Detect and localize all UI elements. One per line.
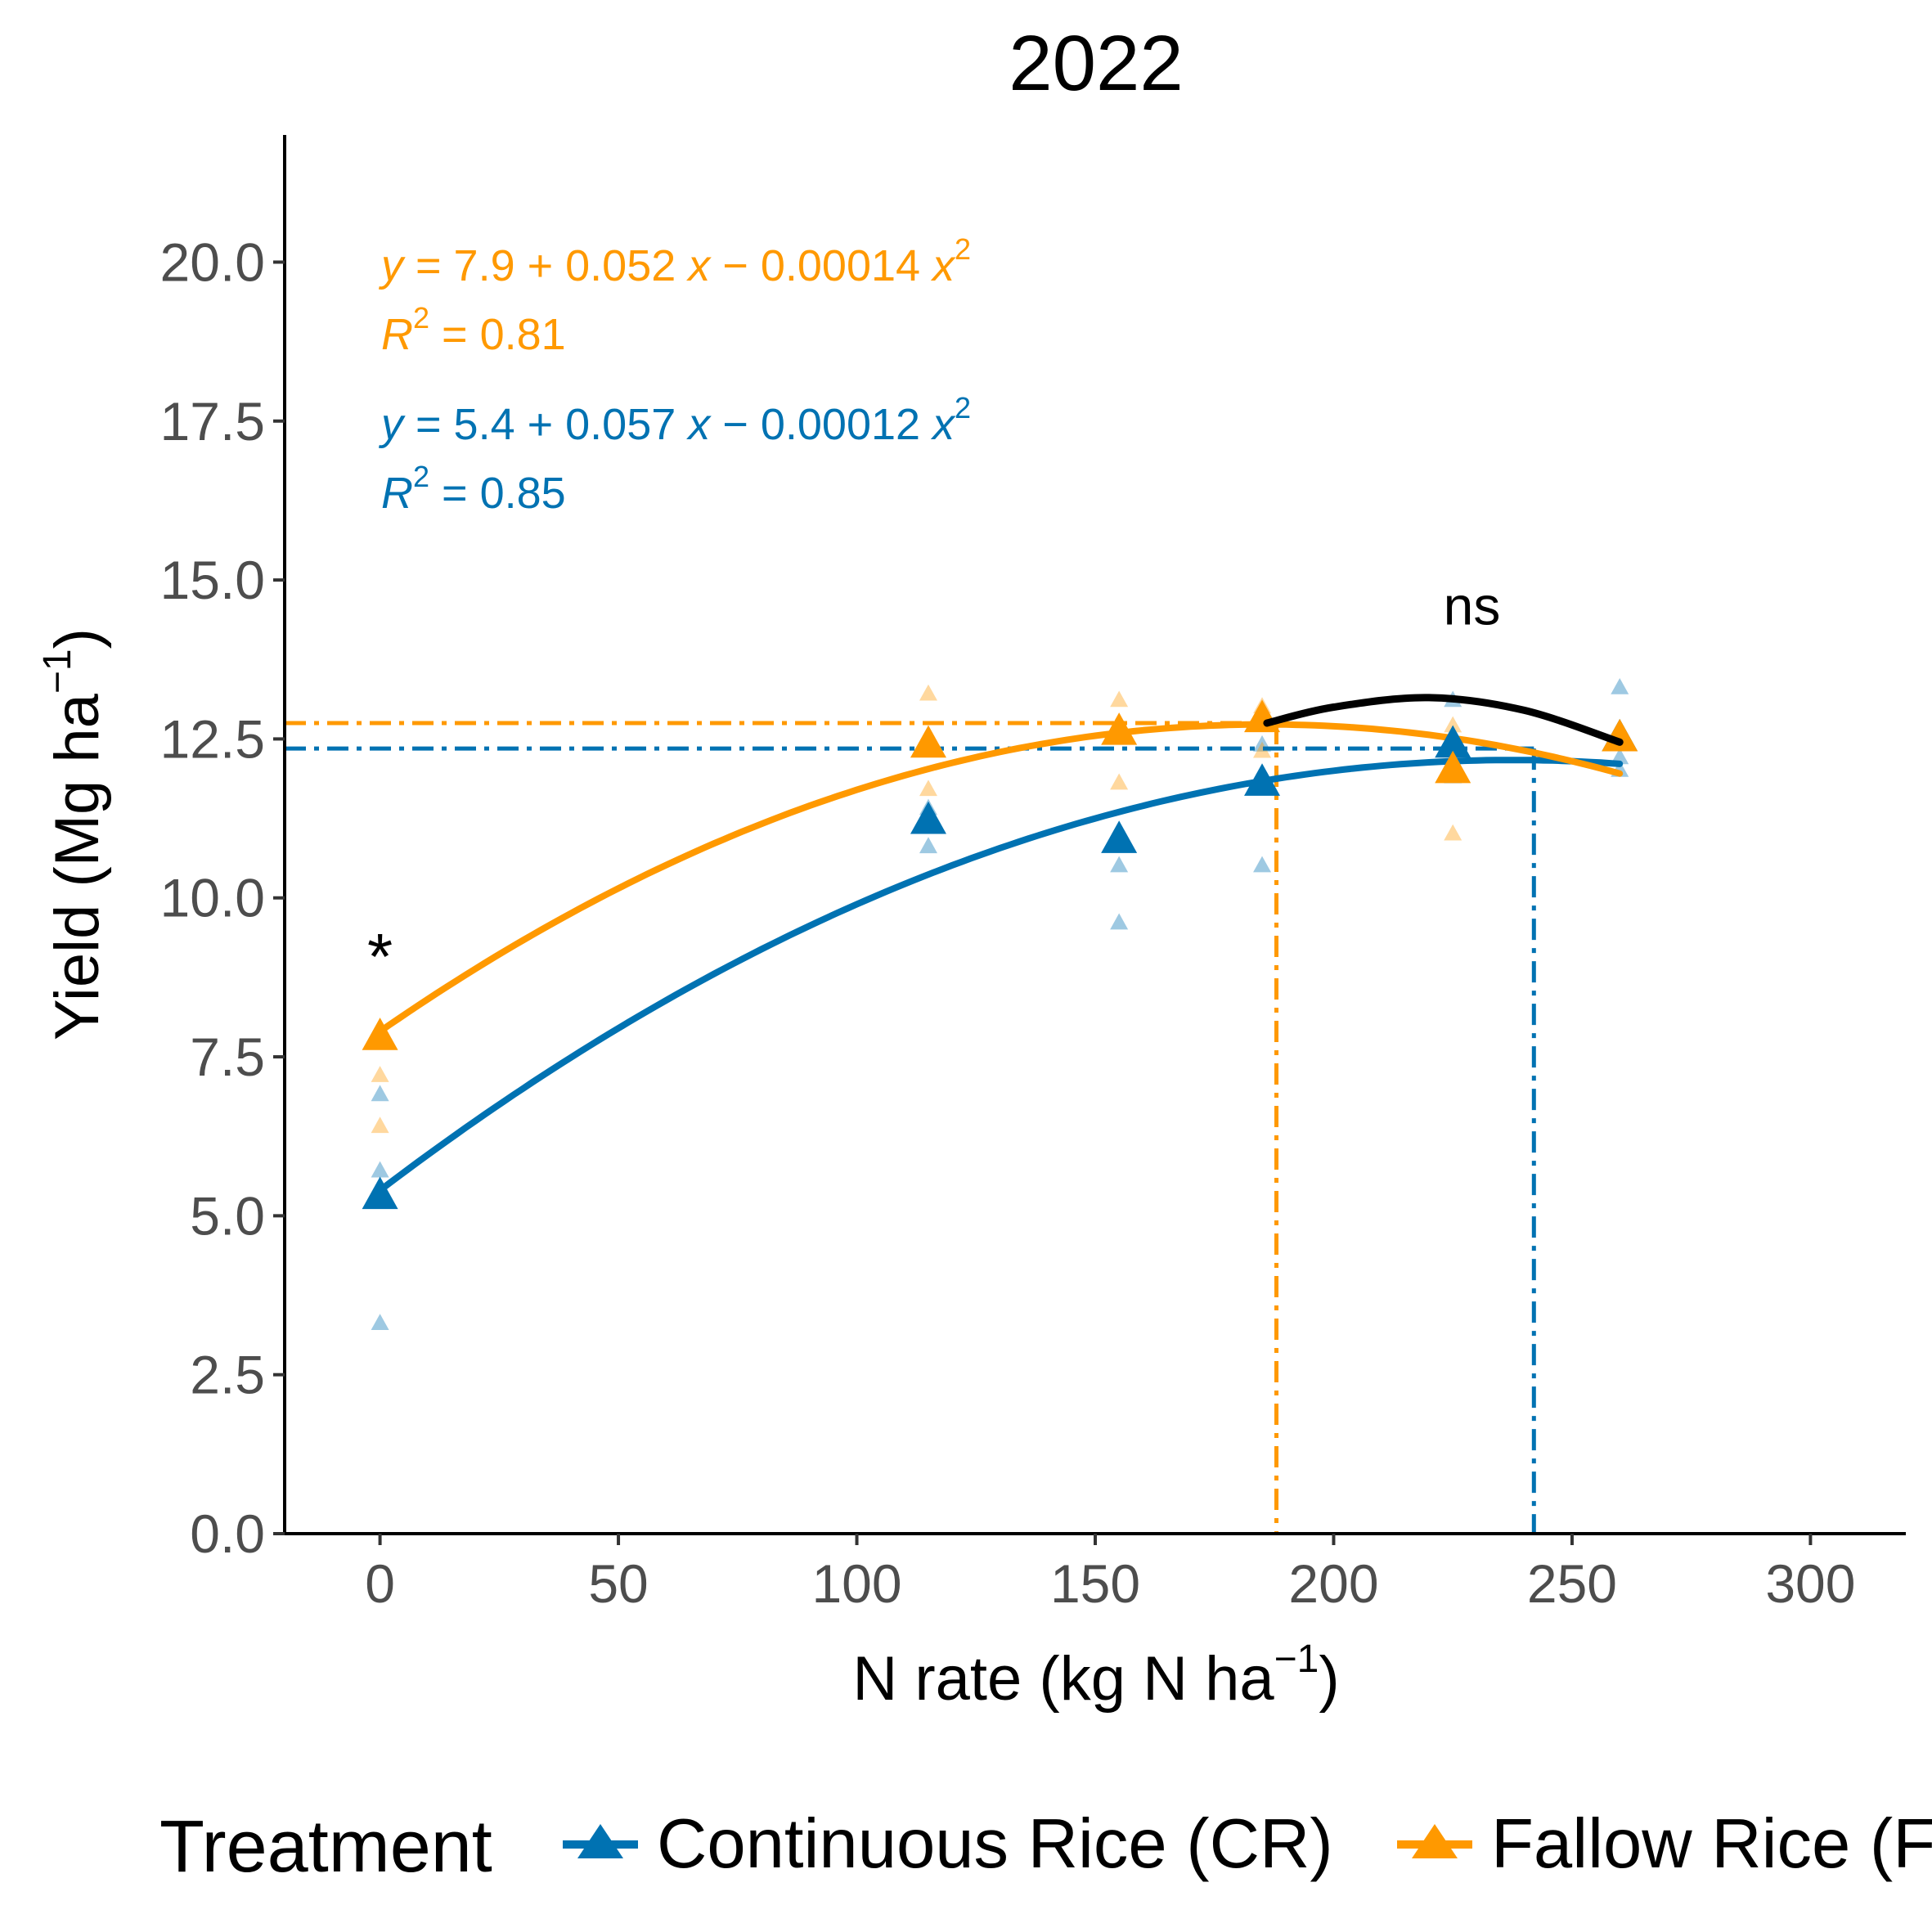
- mean-point-fr: [1244, 699, 1281, 733]
- mean-point-fr: [910, 725, 946, 758]
- equation-fr-text: y = 7.9 + 0.052 x − 0.00014 x2: [378, 232, 971, 290]
- legend-title: Treatment: [160, 1806, 492, 1888]
- mean-point-cr: [1101, 820, 1138, 853]
- replicate-point-cr: [371, 1314, 389, 1331]
- replicate-point-fr: [1110, 690, 1129, 708]
- replicate-point-cr: [1110, 856, 1129, 873]
- mean-point-cr: [1244, 763, 1281, 796]
- x-tick-label: 200: [1288, 1553, 1378, 1614]
- legend: Treatment Continuous Rice (CR) Fallow Ri…: [160, 1805, 1932, 1888]
- mean-point-cr: [910, 801, 946, 834]
- y-tick-label: 2.5: [190, 1345, 265, 1405]
- replicate-point-cr: [1110, 913, 1129, 930]
- replicate-point-cr: [1611, 677, 1629, 694]
- replicate-point-cr: [919, 837, 937, 854]
- comparison-curve: [1263, 694, 1624, 746]
- mean-point-cr: [362, 1176, 398, 1210]
- legend-key-triangle-cr: [577, 1824, 623, 1858]
- legend-key-triangle-fr: [1412, 1824, 1458, 1858]
- equation-cr-text: y = 5.4 + 0.057 x − 0.00012 x2: [378, 391, 971, 449]
- fit-curve-fr: [376, 721, 1624, 1035]
- replicate-point-cr: [371, 1085, 389, 1102]
- mean-point-fr: [1435, 750, 1471, 784]
- replicate-point-fr: [1444, 716, 1462, 733]
- y-tick-label: 15.0: [160, 550, 265, 610]
- equation-fr: y = 7.9 + 0.052 x − 0.00014 x2 R2 = 0.81: [378, 232, 971, 359]
- replicate-point-fr: [919, 684, 937, 701]
- mean-point-fr: [1101, 712, 1138, 745]
- axis-ticks: 0 50 100 150 200 250 300 0.0 2.5 5.0 7.5 10.0 12.5 15…: [160, 231, 1856, 1614]
- mean-point-fr: [1602, 718, 1638, 752]
- replicate-point-cr: [1611, 748, 1629, 765]
- y-axis-title: Yield (Mg ha−1): [36, 628, 112, 1040]
- x-tick-label: 150: [1050, 1553, 1140, 1614]
- x-axis-title: N rate (kg N ha−1): [852, 1638, 1339, 1714]
- mean-point-cr: [1435, 725, 1471, 758]
- legend-item-fr: Fallow Rice (FR): [1397, 1805, 1932, 1883]
- replicate-point-fr: [1110, 773, 1129, 790]
- replicate-point-cr: [1253, 856, 1272, 873]
- y-tick-label: 10.0: [160, 868, 265, 928]
- replicate-point-fr: [1444, 824, 1462, 841]
- replicate-point-fr: [919, 780, 937, 797]
- significance-star: *: [367, 920, 393, 993]
- replicate-point-fr: [1253, 741, 1272, 758]
- fit-curve-cr: [376, 757, 1624, 1194]
- x-tick-label: 100: [811, 1553, 901, 1614]
- plot-area: [285, 677, 1638, 1534]
- equation-cr: y = 5.4 + 0.057 x − 0.00012 x2 R2 = 0.85: [378, 391, 971, 518]
- y-tick-label: 20.0: [160, 231, 265, 292]
- y-tick-label: 7.5: [190, 1027, 265, 1087]
- x-tick-label: 0: [365, 1553, 395, 1614]
- r2-fr-text: R2 = 0.81: [381, 301, 566, 359]
- x-tick-label: 250: [1527, 1553, 1617, 1614]
- legend-item-cr: Continuous Rice (CR): [563, 1805, 1333, 1883]
- y-tick-label: 17.5: [160, 391, 265, 452]
- x-tick-label: 50: [588, 1553, 648, 1614]
- replicate-point-fr: [371, 1066, 389, 1082]
- y-tick-label: 12.5: [160, 708, 265, 769]
- y-tick-label: 5.0: [190, 1185, 265, 1246]
- x-tick-label: 300: [1765, 1553, 1855, 1614]
- legend-label-cr: Continuous Rice (CR): [657, 1805, 1333, 1883]
- chart-title: 2022: [1009, 20, 1184, 107]
- significance-ns: ns: [1444, 576, 1501, 636]
- replicate-point-fr: [371, 1117, 389, 1134]
- annotations: * ns: [367, 576, 1500, 994]
- y-tick-label: 0.0: [190, 1503, 265, 1564]
- legend-label-fr: Fallow Rice (FR): [1491, 1805, 1932, 1883]
- mean-point-fr: [362, 1018, 398, 1050]
- r2-cr-text: R2 = 0.85: [381, 460, 566, 518]
- replicate-point-cr: [371, 1161, 389, 1178]
